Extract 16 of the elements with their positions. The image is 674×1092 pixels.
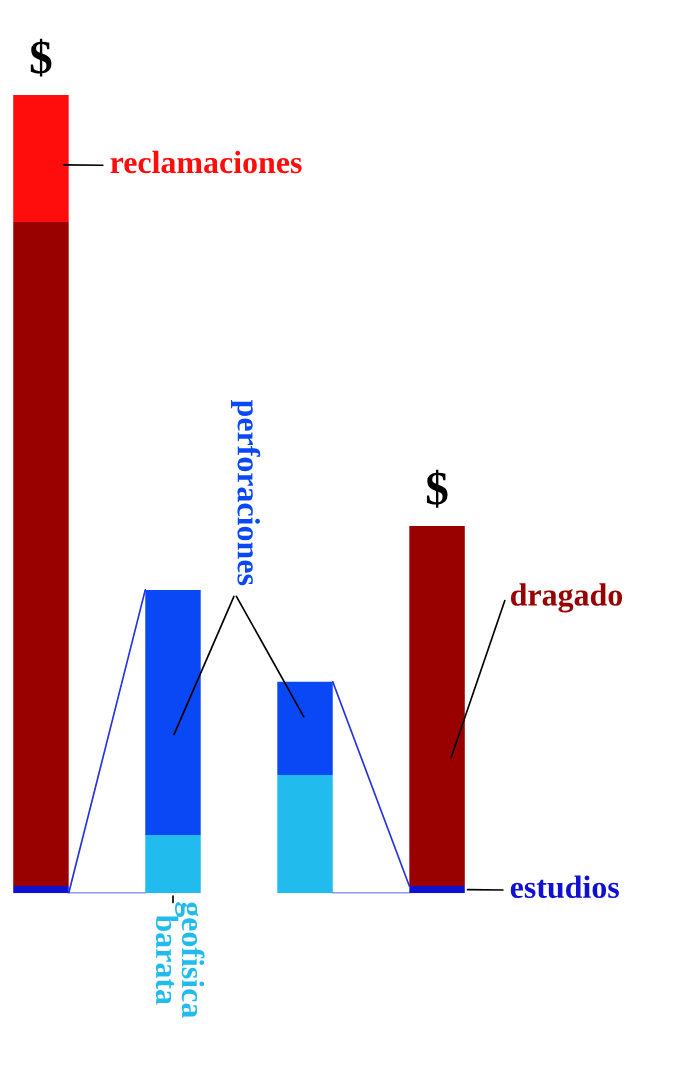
bar [13,95,69,222]
series-label: estudios [510,875,619,899]
text: $ [30,38,52,77]
bar [277,681,333,776]
text: geofisica barata [155,902,205,1018]
text: perforaciones [230,400,261,586]
annotation: $ [426,469,448,508]
bar [409,886,465,894]
bar [409,526,465,887]
series-label: dragado [510,583,623,613]
bar [13,886,69,894]
bar [145,834,201,894]
bar [13,221,69,887]
bar [277,775,333,894]
bar [145,589,201,835]
series-label: reclamaciones [110,150,302,174]
